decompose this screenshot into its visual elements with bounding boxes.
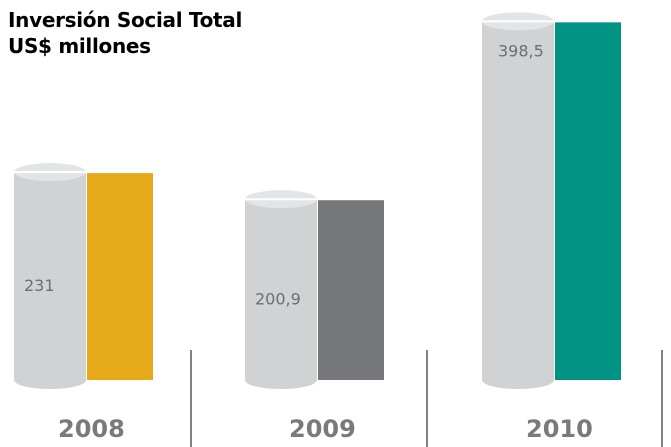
cylinder-bottom-2008 [14, 371, 86, 389]
cylinder-body-2009 [245, 199, 317, 380]
value-label-2010: 398,5 [498, 41, 544, 60]
year-label-2010: 2010 [526, 415, 593, 443]
cylinder-body-2008 [14, 172, 86, 380]
chart-title-line-2: US$ millones [8, 34, 151, 58]
year-label-2009: 2009 [289, 415, 356, 443]
value-label-2008: 231 [24, 276, 55, 295]
bar-group-2008: 231 2008 [14, 163, 153, 443]
bar-group-2009: 200,9 2009 [245, 190, 384, 443]
chart-title-line-1: Inversión Social Total [8, 8, 243, 32]
cylinder-bottom-2009 [245, 371, 317, 389]
bar-2010 [555, 22, 621, 380]
value-label-2009: 200,9 [255, 290, 301, 309]
bar-2009 [318, 200, 384, 380]
chart-title: Inversión Social Total US$ millones [8, 7, 242, 59]
bar-2008 [87, 173, 153, 380]
year-label-2008: 2008 [58, 415, 125, 443]
cylinder-body-2010 [482, 21, 554, 380]
cylinder-bottom-2010 [482, 371, 554, 389]
bar-group-2010: 398,5 2010 [482, 12, 621, 443]
